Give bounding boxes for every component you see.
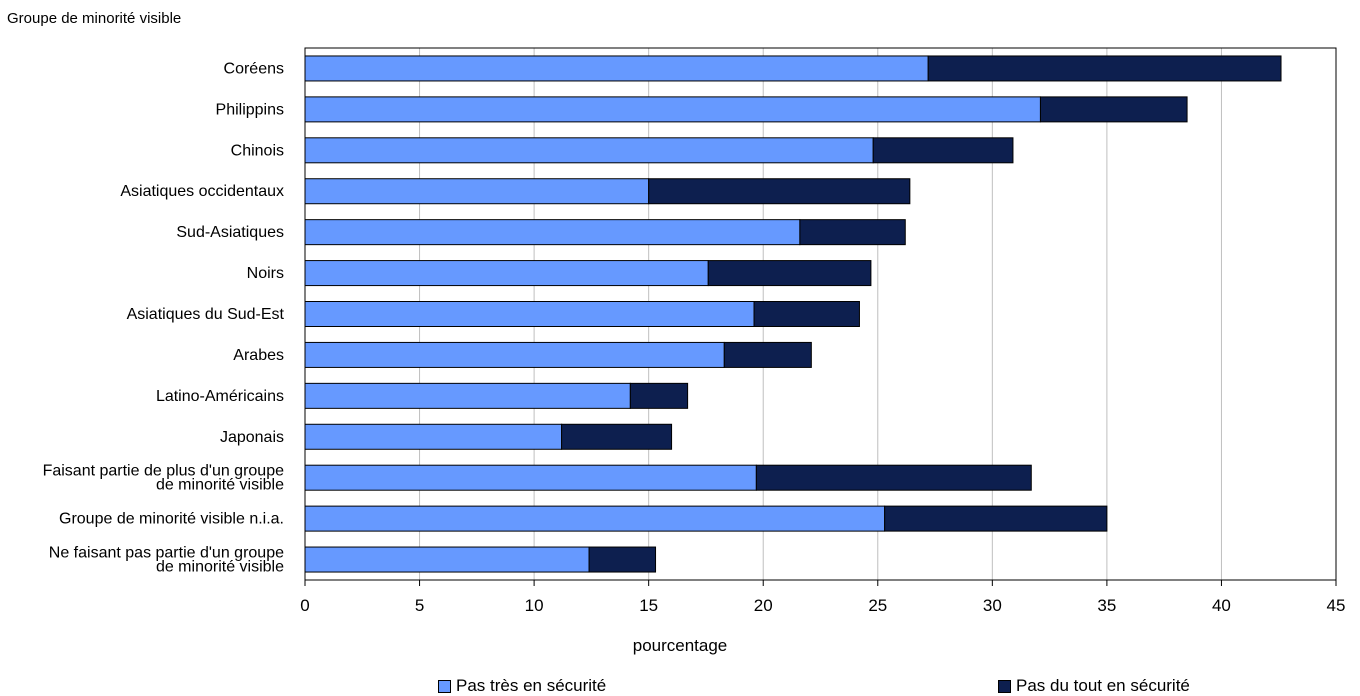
category-label-2: Chinois bbox=[231, 142, 284, 159]
category-label-12: Ne faisant pas partie d'un groupe de mino… bbox=[49, 545, 284, 576]
x-tick-label-8: 40 bbox=[1212, 596, 1231, 615]
x-axis-label: pourcentage bbox=[632, 636, 728, 655]
bar-2-2 bbox=[872, 137, 1014, 164]
bar-2-9 bbox=[561, 423, 673, 450]
x-tick-label-0: 0 bbox=[300, 596, 309, 615]
bar-2-10 bbox=[755, 464, 1032, 491]
category-label-8: Latino-Américains bbox=[156, 388, 284, 405]
bar-1-6 bbox=[304, 301, 755, 327]
category-label-10: Faisant partie de plus d'un groupe de min… bbox=[43, 463, 285, 494]
bar-1-12 bbox=[304, 546, 590, 573]
bar-1-7 bbox=[304, 341, 725, 368]
x-tick-label-5: 25 bbox=[868, 596, 887, 615]
category-label-5: Noirs bbox=[247, 265, 284, 282]
legend-label-series-1: Pas très en sécurité bbox=[456, 676, 607, 695]
x-tick-label-4: 20 bbox=[754, 596, 773, 615]
y-axis-title: Groupe de minorité visible bbox=[7, 10, 182, 27]
bar-1-8 bbox=[304, 382, 631, 409]
bar-1-5 bbox=[304, 260, 709, 287]
category-label-3: Asiatiques occidentaux bbox=[120, 183, 284, 200]
x-tick-label-9: 45 bbox=[1327, 596, 1346, 615]
bar-1-9 bbox=[304, 423, 563, 450]
bar-2-0 bbox=[927, 55, 1282, 82]
bar-2-12 bbox=[588, 546, 657, 573]
category-label-7: Arabes bbox=[233, 347, 284, 364]
bar-1-4 bbox=[304, 219, 801, 246]
legend-swatch-series-1 bbox=[438, 679, 451, 693]
bar-2-3 bbox=[648, 178, 911, 205]
category-label-4: Sud-Asiatiques bbox=[176, 224, 284, 241]
x-tick-label-2: 10 bbox=[525, 596, 544, 615]
bar-1-10 bbox=[304, 464, 757, 491]
bar-1-3 bbox=[304, 178, 650, 205]
legend-label-series-2: Pas du tout en sécurité bbox=[1016, 676, 1190, 695]
category-label-6: Asiatiques du Sud-Est bbox=[127, 306, 285, 323]
x-tick-label-7: 35 bbox=[1097, 596, 1116, 615]
bar-2-1 bbox=[1039, 96, 1188, 123]
x-tick-label-1: 5 bbox=[415, 596, 424, 615]
category-label-11: Groupe de minorité visible n.i.a. bbox=[59, 511, 284, 528]
category-label-9: Japonais bbox=[220, 429, 284, 446]
bar-1-11 bbox=[304, 505, 886, 532]
category-label-1: Philippins bbox=[216, 101, 284, 118]
legend-item-series-2: Pas du tout en sécurité bbox=[998, 676, 1190, 696]
bar-1-1 bbox=[304, 96, 1041, 123]
bar-1-0 bbox=[304, 55, 929, 82]
legend-swatch-series-2 bbox=[998, 679, 1011, 693]
x-tick-label-6: 30 bbox=[983, 596, 1002, 615]
bar-2-6 bbox=[753, 301, 860, 327]
x-tick-label-3: 15 bbox=[639, 596, 658, 615]
category-label-0: Coréens bbox=[224, 60, 284, 77]
bar-1-2 bbox=[304, 137, 874, 164]
bar-2-7 bbox=[723, 341, 812, 368]
bar-2-11 bbox=[884, 505, 1108, 532]
plot-frame bbox=[304, 47, 1337, 581]
legend-item-series-1: Pas très en sécurité bbox=[438, 676, 606, 696]
bar-2-4 bbox=[799, 219, 906, 246]
bar-2-8 bbox=[629, 382, 689, 409]
bar-2-5 bbox=[707, 260, 872, 287]
